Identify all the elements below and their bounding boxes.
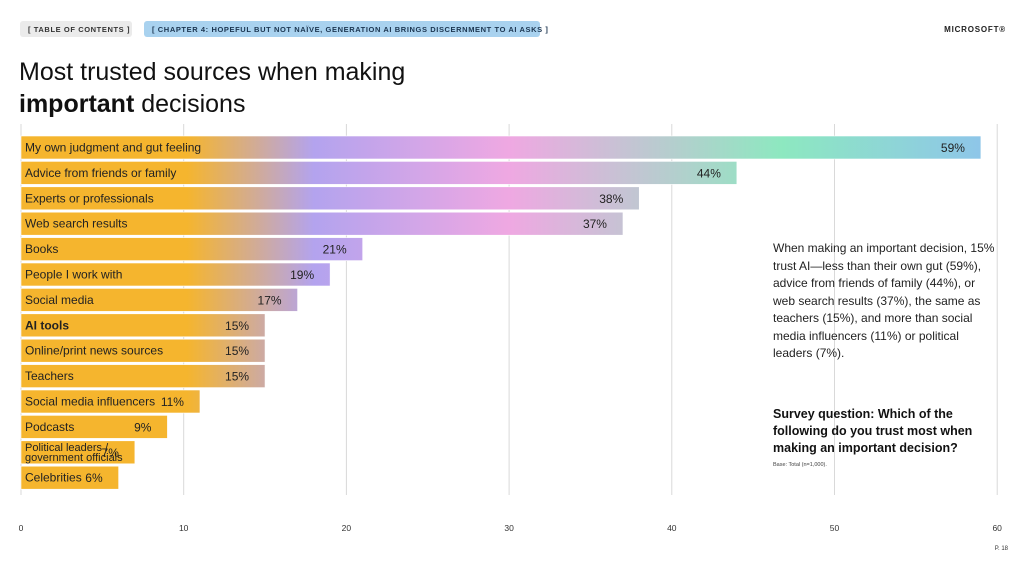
brand-logo: MICROSOFT® <box>944 25 1006 34</box>
x-tick-label-60: 60 <box>992 523 1002 533</box>
value-label-0: 59% <box>941 141 965 155</box>
chapter-breadcrumb[interactable]: [ CHAPTER 4: HOPEFUL BUT NOT NAÏVE, GENE… <box>144 21 548 37</box>
x-tick-label-40: 40 <box>667 523 677 533</box>
value-label-8: 15% <box>225 344 249 358</box>
x-tick-label-30: 30 <box>504 523 514 533</box>
bar-2 <box>20 186 640 211</box>
survey-question: Survey question: Which of the following … <box>773 407 973 455</box>
page-title: Most trusted sources when making importa… <box>19 56 405 120</box>
value-label-11: 9% <box>134 420 152 434</box>
category-label-3: Web search results <box>25 217 128 231</box>
category-label-2: Experts or professionals <box>25 191 154 205</box>
value-label-4: 21% <box>323 243 347 257</box>
page-number: P. 18 <box>994 546 1008 552</box>
category-label-12-line2: government officials <box>25 452 123 464</box>
category-label-10: Social media influencers <box>25 395 155 409</box>
value-label-1: 44% <box>697 166 721 180</box>
bar-10 <box>20 389 201 414</box>
bar-1 <box>20 161 738 185</box>
bar-7 <box>20 313 266 338</box>
x-tick-label-0: 0 <box>19 523 24 533</box>
category-label-13: Celebrities <box>25 471 82 485</box>
category-label-7: AI tools <box>25 318 69 332</box>
bar-13 <box>20 465 119 490</box>
category-label-5: People I work with <box>25 268 122 282</box>
category-label-0: My own judgment and gut feeling <box>25 141 201 155</box>
category-label-4: Books <box>25 242 58 256</box>
category-label-1: Advice from friends or family <box>25 166 176 180</box>
bar-8 <box>20 338 266 363</box>
bar-12 <box>20 440 136 465</box>
bar-5 <box>20 262 331 287</box>
value-label-3: 37% <box>583 217 607 231</box>
bar-4 <box>20 237 363 261</box>
title-line-1: Most trusted sources when making <box>19 58 406 86</box>
chart-description: When making an important decision, 15% t… <box>773 241 995 360</box>
category-label-8: Online/print news sources <box>25 344 163 358</box>
x-tick-label-50: 50 <box>830 523 840 533</box>
bar-3 <box>20 211 624 236</box>
value-label-7: 15% <box>225 319 249 333</box>
bar-6 <box>20 288 298 312</box>
value-label-13: 6% <box>85 471 103 485</box>
title-line-2: decisions <box>134 90 246 118</box>
bar-9 <box>20 364 266 388</box>
title-bold-word: important <box>19 90 135 118</box>
bar-0 <box>20 135 982 160</box>
value-label-9: 15% <box>225 370 249 384</box>
value-label-10: 11% <box>161 395 184 409</box>
category-label-6: Social media <box>25 293 94 307</box>
value-label-6: 17% <box>258 293 282 307</box>
category-label-11: Podcasts <box>25 420 74 434</box>
x-tick-label-20: 20 <box>342 523 352 533</box>
value-label-5: 19% <box>290 268 314 282</box>
value-label-2: 38% <box>599 192 623 206</box>
x-tick-label-10: 10 <box>179 523 189 533</box>
table-of-contents-button[interactable]: [ TABLE OF CONTENTS ] <box>20 21 132 37</box>
category-label-12: Political leaders / <box>25 442 109 454</box>
value-label-12: 7% <box>102 446 120 460</box>
base-note: Base: Total (n=1,000). <box>773 462 827 468</box>
category-label-9: Teachers <box>25 369 74 383</box>
bar-11 <box>20 415 168 439</box>
